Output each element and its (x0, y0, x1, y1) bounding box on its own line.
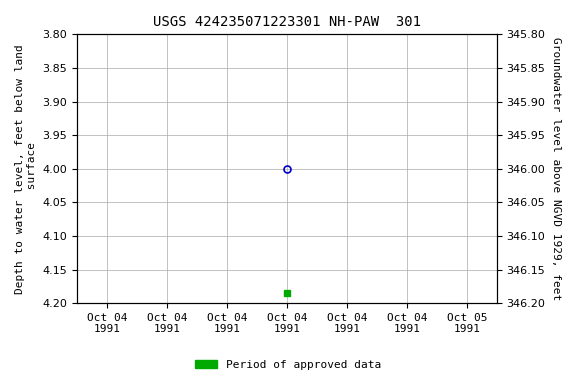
Legend: Period of approved data: Period of approved data (191, 356, 385, 375)
Y-axis label: Groundwater level above NGVD 1929, feet: Groundwater level above NGVD 1929, feet (551, 37, 561, 300)
Y-axis label: Depth to water level, feet below land
 surface: Depth to water level, feet below land su… (15, 44, 37, 294)
Title: USGS 424235071223301 NH-PAW  301: USGS 424235071223301 NH-PAW 301 (153, 15, 421, 29)
